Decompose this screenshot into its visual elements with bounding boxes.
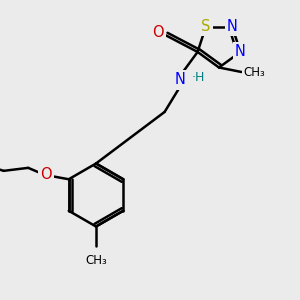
Text: O: O bbox=[152, 25, 164, 40]
Text: N: N bbox=[174, 72, 185, 87]
Text: N: N bbox=[235, 44, 246, 59]
Text: CH₃: CH₃ bbox=[85, 254, 107, 267]
Text: O: O bbox=[40, 167, 51, 182]
Text: ·H: ·H bbox=[192, 71, 205, 84]
Text: S: S bbox=[201, 19, 211, 34]
Text: N: N bbox=[227, 19, 238, 34]
Text: CH₃: CH₃ bbox=[243, 65, 265, 79]
